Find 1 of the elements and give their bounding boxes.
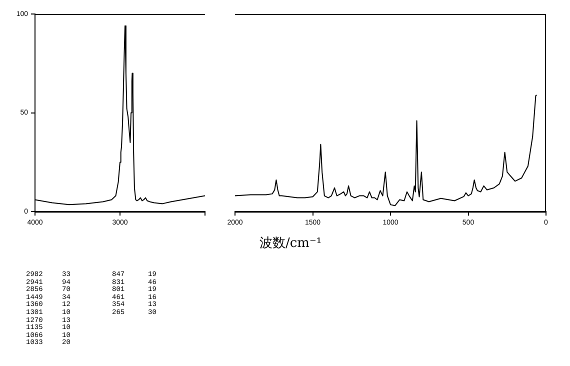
x-axis-title: 波数/cm⁻¹	[258, 235, 323, 252]
